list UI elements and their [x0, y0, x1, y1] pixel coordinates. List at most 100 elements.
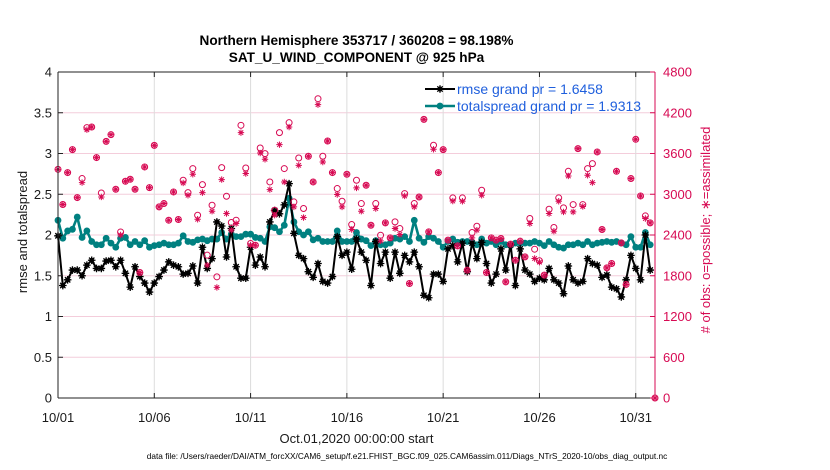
obs-possible-marker: [338, 197, 346, 205]
obs-assimilated-marker: [502, 278, 509, 286]
rmse-point: [550, 276, 558, 284]
obs-assimilated-marker: [483, 269, 490, 276]
rmse-point-star: [550, 276, 558, 284]
rmse-point-star: [270, 206, 279, 215]
totalspread-point: [271, 224, 279, 232]
y-tick-label-right: 600: [663, 350, 685, 365]
obs-assimilated-marker: [300, 214, 307, 221]
rmse-point-star: [164, 258, 173, 266]
rmse-point-star: [391, 248, 399, 256]
rmse-point: [497, 245, 505, 253]
totalspread-point: [410, 216, 418, 224]
obs-assimilated-marker: [127, 176, 134, 183]
totalspread-point: [247, 230, 254, 238]
obs-assimilated-marker: [516, 237, 524, 245]
rmse-point: [415, 262, 423, 271]
obs-assimilated-marker: [98, 193, 105, 201]
totalspread-point: [122, 234, 129, 241]
rmse-point-star: [179, 270, 187, 278]
y-tick-label-right: 3000: [663, 187, 692, 202]
totalspread-point: [646, 241, 654, 249]
rmse-point-star: [583, 254, 592, 263]
obs-assimilated-marker: [574, 145, 582, 152]
rmse-point: [203, 264, 212, 273]
y-tick-label-left: 1.5: [34, 268, 52, 283]
obs-assimilated-marker: [536, 258, 543, 266]
obs-assimilated-marker: [430, 146, 437, 153]
y-tick-label-left: 0: [45, 391, 52, 406]
rmse-point-star: [275, 210, 284, 218]
rmse-point-star: [468, 239, 476, 247]
obs-assimilated-marker: [276, 141, 283, 148]
rmse-point: [121, 269, 130, 278]
obs-assimilated-marker: [170, 188, 177, 196]
obs-assimilated-marker: [377, 237, 384, 245]
totalspread-point: [165, 241, 173, 249]
totalspread-point: [97, 241, 105, 249]
obs-assimilated-marker: [512, 256, 519, 264]
rmse-point-star: [492, 270, 500, 278]
rmse-point: [131, 262, 139, 271]
rmse-point-star: [213, 218, 221, 226]
rmse-point: [164, 258, 173, 266]
rmse-point: [420, 291, 428, 300]
obs-assimilated-marker: [204, 261, 211, 269]
rmse-point-star: [482, 259, 491, 268]
obs-assimilated-marker: [569, 208, 577, 216]
obs-assimilated-marker: [406, 280, 413, 287]
rmse-point-star: [593, 261, 602, 269]
rmse-point: [391, 248, 399, 256]
rmse-point-star: [641, 231, 650, 239]
rmse-point: [193, 279, 202, 287]
rmse-point-star: [405, 258, 414, 266]
rmse-point: [362, 256, 370, 265]
totalspread-point: [420, 238, 428, 246]
rmse-point-star: [357, 248, 366, 256]
rmse-point: [294, 251, 303, 260]
obs-assimilated-marker: [237, 129, 245, 136]
rmse-point-star: [126, 283, 135, 291]
rmse-point-star: [150, 279, 159, 287]
obs-assimilated-marker: [257, 149, 264, 157]
obs-assimilated-marker: [122, 178, 129, 185]
rmse-point: [352, 235, 361, 243]
obs-possible-marker: [569, 201, 577, 209]
rmse-point: [189, 262, 197, 270]
rmse-point-star: [535, 274, 544, 282]
obs-assimilated-marker: [594, 148, 601, 156]
data-file-footer: data file: /Users/raeder/DAI/ATM_forcXX/…: [147, 451, 668, 461]
rmse-point: [386, 274, 395, 282]
obs-assimilated-marker: [295, 162, 302, 169]
legend-entry-rmse: rmse grand pr = 1.6458: [425, 81, 603, 97]
rmse-point-star: [251, 261, 260, 269]
axes: [57, 71, 656, 399]
rmse-point: [309, 273, 317, 282]
rmse-point: [631, 264, 640, 273]
rmse-point: [501, 266, 510, 274]
rmse-point-star: [116, 256, 125, 265]
obs-assimilated-marker: [353, 184, 360, 192]
obs-assimilated-marker: [117, 231, 124, 239]
obs-assimilated-marker: [281, 178, 288, 186]
rmse-point: [63, 276, 72, 284]
rmse-point: [285, 179, 293, 188]
totalspread-point: [343, 238, 351, 245]
rmse-point-star: [545, 264, 553, 273]
rmse-point-star: [68, 266, 77, 274]
obs-assimilated-marker: [285, 123, 293, 131]
obs-possible-marker: [208, 201, 216, 209]
rmse-point: [198, 243, 207, 252]
obs-assimilated-marker: [632, 136, 639, 143]
obs-assimilated-marker: [189, 171, 197, 178]
rmse-point-star: [328, 272, 337, 281]
rmse-point-star: [73, 266, 82, 274]
obs-assimilated-marker: [309, 178, 317, 186]
rmse-point-star: [400, 251, 409, 260]
rmse-point-star: [501, 266, 510, 274]
rmse-point-star: [521, 266, 529, 274]
rmse-point-star: [208, 254, 216, 263]
rmse-point: [410, 248, 419, 256]
totalspread-point: [73, 213, 81, 221]
